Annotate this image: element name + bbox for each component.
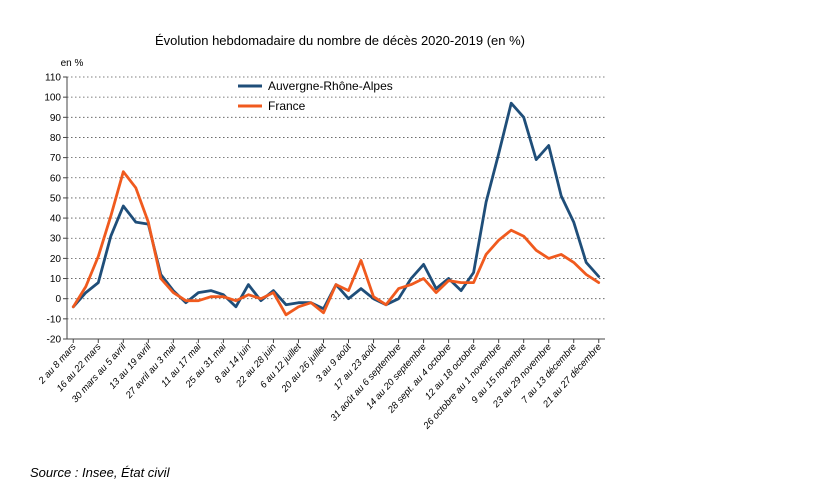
y-tick-label: 110 xyxy=(45,73,61,84)
gridlines xyxy=(67,76,605,320)
legend-label: France xyxy=(268,99,306,113)
y-tick-label: 80 xyxy=(50,133,62,144)
y-tick-label: 40 xyxy=(50,214,62,225)
series-lines xyxy=(71,101,601,317)
series-line-0 xyxy=(71,101,601,311)
y-axis-label: en % xyxy=(61,58,84,69)
y-tick-label: 20 xyxy=(50,254,62,265)
y-tick-label: 50 xyxy=(50,193,62,204)
legend-label: Auvergne-Rhône-Alpes xyxy=(268,79,393,93)
y-tick-label: 100 xyxy=(44,93,61,104)
source-note: Source : Insee, État civil xyxy=(30,465,170,480)
y-tick-label: 60 xyxy=(50,173,62,184)
y-tick-label: -10 xyxy=(47,314,62,325)
series-line-1 xyxy=(71,170,601,317)
axes xyxy=(66,77,605,340)
y-tick-label: 0 xyxy=(55,294,61,305)
y-tick-label: -20 xyxy=(47,335,62,346)
y-axis-ticks: -20 -10 0 10 20 30 40 50 60 70 80 90 100 110 xyxy=(44,73,67,346)
y-tick-label: 30 xyxy=(50,234,62,245)
legend: Auvergne-Rhône-Alpes France xyxy=(238,79,393,113)
y-tick-label: 70 xyxy=(50,153,62,164)
y-tick-label: 90 xyxy=(50,113,62,124)
chart-title: Évolution hebdomadaire du nombre de décè… xyxy=(155,33,525,48)
y-tick-label: 10 xyxy=(50,274,62,285)
